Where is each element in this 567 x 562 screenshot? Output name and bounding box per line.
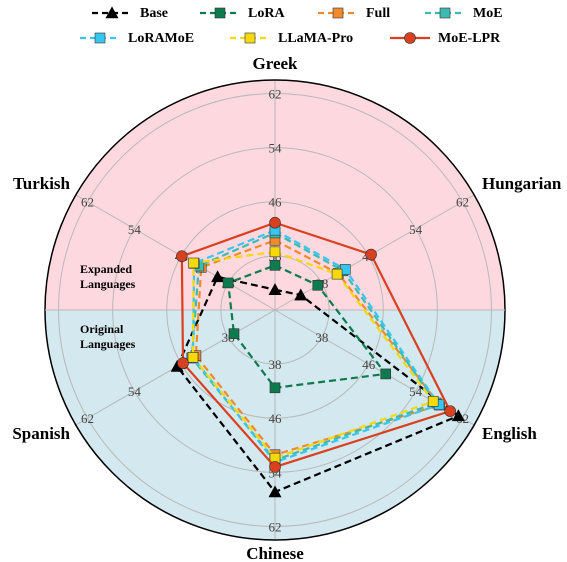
data-point xyxy=(380,368,392,380)
region-annotation: Original xyxy=(80,322,124,336)
data-point xyxy=(269,246,281,258)
legend-item: MoE xyxy=(425,6,503,21)
data-point xyxy=(269,382,281,394)
data-point xyxy=(294,288,308,301)
data-point xyxy=(228,328,240,339)
legend-marker xyxy=(404,32,416,44)
legend-label: MoE-LPR xyxy=(438,31,501,46)
legend-label: LoRA xyxy=(248,6,285,21)
legend-marker xyxy=(439,7,451,19)
r-tick-label: 54 xyxy=(128,222,142,237)
legend-item: LoRA xyxy=(200,6,285,21)
spoke xyxy=(75,194,276,311)
r-tick-label: 62 xyxy=(269,519,282,534)
data-point xyxy=(177,357,189,369)
r-tick-label: 46 xyxy=(269,195,283,210)
data-point xyxy=(269,260,281,271)
region-annotation: Languages xyxy=(80,277,136,291)
legend-label: Base xyxy=(140,6,168,21)
region-annotation: Languages xyxy=(80,337,136,351)
legend-marker xyxy=(105,6,119,19)
data-point xyxy=(268,485,282,498)
category-label: Hungarian xyxy=(482,174,562,193)
category-label: Chinese xyxy=(246,544,304,562)
r-tick-label: 54 xyxy=(269,141,283,156)
r-tick-label: 38 xyxy=(269,357,282,372)
data-point xyxy=(269,216,281,229)
legend-marker xyxy=(94,32,106,44)
r-tick-label: 54 xyxy=(128,384,142,399)
legend-label: LLaMA-Pro xyxy=(278,31,353,46)
r-tick-label: 62 xyxy=(456,195,469,210)
category-label: Greek xyxy=(252,54,298,73)
data-point xyxy=(222,277,234,289)
r-tick-label: 62 xyxy=(81,195,94,210)
category-label: Turkish xyxy=(13,174,71,193)
legend-label: MoE xyxy=(473,6,503,21)
data-point xyxy=(427,396,439,407)
r-tick-label: 62 xyxy=(269,87,282,102)
r-tick-label: 54 xyxy=(409,222,423,237)
data-point xyxy=(331,268,343,280)
category-label: English xyxy=(482,424,537,443)
legend-item: LoRAMoE xyxy=(80,31,194,46)
legend-marker xyxy=(332,7,344,19)
r-tick-label: 46 xyxy=(362,357,376,372)
data-point xyxy=(268,283,282,296)
legend-item: Full xyxy=(318,6,390,21)
r-tick-label: 46 xyxy=(269,411,283,426)
data-point xyxy=(188,257,199,269)
r-tick-label: 54 xyxy=(409,384,423,399)
data-point xyxy=(187,352,199,363)
legend-item: MoE-LPR xyxy=(390,31,501,46)
data-point xyxy=(269,461,281,473)
series xyxy=(187,246,439,464)
legend-label: LoRAMoE xyxy=(128,31,194,46)
data-point xyxy=(365,248,377,261)
legend-item: Base xyxy=(92,6,168,21)
series xyxy=(222,260,392,394)
r-tick-label: 62 xyxy=(81,411,94,426)
data-point xyxy=(451,409,465,422)
data-point xyxy=(176,250,188,263)
legend-marker xyxy=(214,7,226,19)
data-point xyxy=(211,270,225,283)
region-annotation: Expanded xyxy=(80,262,132,276)
category-label: Spanish xyxy=(12,424,70,443)
legend-item: LLaMA-Pro xyxy=(230,31,353,46)
data-point xyxy=(444,405,456,417)
legend-marker xyxy=(244,32,256,44)
r-tick-label: 38 xyxy=(315,330,328,345)
series xyxy=(176,216,456,473)
data-point xyxy=(312,280,324,291)
legend-label: Full xyxy=(366,6,390,21)
